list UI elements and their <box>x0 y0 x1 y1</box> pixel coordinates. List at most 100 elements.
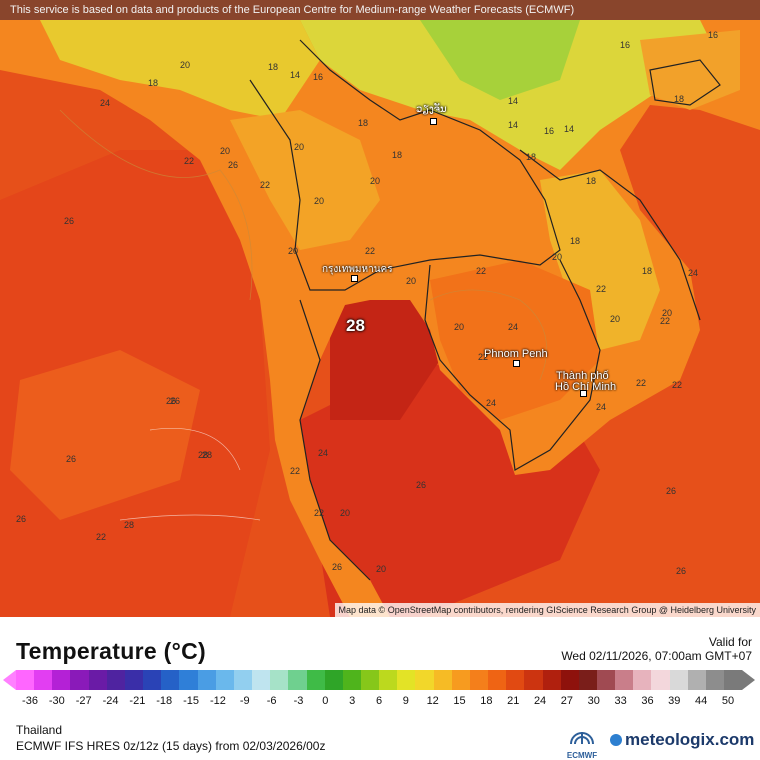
colorbar-swatch <box>270 670 289 690</box>
ecmwf-logo-text: ECMWF <box>566 751 598 760</box>
ecmwf-globe-icon <box>570 732 594 745</box>
colorbar-swatch <box>451 670 470 690</box>
contour-line <box>119 514 261 521</box>
gulf-hot-area <box>330 290 440 420</box>
colorbar-tick-label: 12 <box>426 695 439 707</box>
colorbar-swatch <box>705 670 725 690</box>
contour-label: 24 <box>508 322 519 332</box>
contour-line <box>149 427 241 471</box>
contour-label: 22 <box>478 352 489 362</box>
colorbar-swatch <box>143 670 162 690</box>
colorbar-swatch <box>16 670 35 690</box>
ecmwf-disclaimer: This service is based on data and produc… <box>0 0 760 20</box>
temperature-map[interactable]: 20 18 24 18 16 14 14 16 22 20 18 20 26 2… <box>0 0 760 617</box>
contour-label: 18 <box>586 176 597 186</box>
contour-label: 26 <box>64 216 75 226</box>
contour-line <box>429 289 547 381</box>
contour-label: 24 <box>100 98 111 108</box>
colorbar-tick-label: -24 <box>102 695 119 707</box>
city-marker-phnom-penh[interactable] <box>513 360 520 367</box>
contour-label: 18 <box>570 236 581 246</box>
contour-label: 22 <box>596 284 607 294</box>
colorbar-swatch <box>379 670 398 690</box>
contour-label: 26 <box>332 562 343 572</box>
max-temperature-label: 28 <box>346 316 365 335</box>
colorbar-tick-label: -18 <box>156 695 173 707</box>
north-cool-area <box>40 20 320 120</box>
contour-label: 28 <box>198 450 209 460</box>
city-marker-bangkok[interactable] <box>351 275 358 282</box>
colorbar-swatch <box>34 670 53 690</box>
thailand-border <box>249 39 561 291</box>
ecmwf-logo[interactable]: ECMWF <box>562 728 602 760</box>
contour-label: 20 <box>376 564 387 574</box>
contour-label: 14 <box>508 120 519 130</box>
contour-label: 18 <box>268 62 279 72</box>
contour-label: 22 <box>290 466 301 476</box>
map-canvas <box>0 0 760 617</box>
contour-label: 26 <box>16 514 27 524</box>
contour-line <box>59 109 253 301</box>
contour-label: 16 <box>708 30 719 40</box>
contour-label: 20 <box>662 308 673 318</box>
hainan-coast <box>649 59 721 106</box>
colorbar-swatch <box>161 670 180 690</box>
contour-label: 14 <box>508 96 519 106</box>
contour-label: 20 <box>288 246 299 256</box>
city-label-ho-chi-minh-line2: Hồ Chí Minh <box>555 381 617 393</box>
city-marker-vientiane[interactable] <box>430 118 437 125</box>
colorbar-tick-label: 24 <box>533 695 547 707</box>
contour-label: 28 <box>202 450 213 460</box>
colorbar-swatch <box>397 670 416 690</box>
contour-label: 24 <box>486 398 497 408</box>
vietnam-border <box>519 149 701 321</box>
contour-label: 24 <box>596 402 607 412</box>
colorbar-swatch <box>179 670 198 690</box>
meteologix-brand[interactable]: meteologix.com <box>610 730 754 750</box>
colorbar-tick-label: -30 <box>48 695 65 707</box>
contour-label: 26 <box>166 396 177 406</box>
contour-label: 20 <box>370 176 381 186</box>
colorbar-swatch <box>88 670 107 690</box>
brand-name: meteologix.com <box>625 730 755 749</box>
colorbar-swatch <box>252 670 271 690</box>
central-north-area <box>230 110 380 250</box>
valid-time: Wed 02/11/2026, 07:00am GMT+07 <box>561 649 752 663</box>
contour-label: 20 <box>340 508 351 518</box>
colorbar-tick-label: -21 <box>129 695 146 707</box>
contour-label: 18 <box>642 266 653 276</box>
contour-label: 22 <box>314 508 325 518</box>
colorbar-swatch <box>324 670 343 690</box>
colorbar-swatch <box>597 670 616 690</box>
city-label-vientiane: ວຽງຈັນ <box>416 104 447 115</box>
andaman-cool-area <box>10 350 200 520</box>
colorbar-min-arrow <box>3 670 16 690</box>
city-marker-ho-chi-minh[interactable] <box>580 390 587 397</box>
colorbar-swatch <box>506 670 525 690</box>
colorbar-swatch <box>615 670 634 690</box>
contour-label: 24 <box>318 448 329 458</box>
colorbar-tick-label: -12 <box>209 695 226 707</box>
colorbar-tick-label: 33 <box>614 695 627 707</box>
contour-label: 22 <box>96 532 107 542</box>
colorbar-swatch <box>233 670 253 690</box>
meteologix-logo-icon <box>610 734 622 746</box>
colorbar-swatch <box>578 670 597 690</box>
colorbar-tick-label: -15 <box>183 695 200 707</box>
contour-label: 20 <box>610 314 621 324</box>
colorbar-tick-label: 36 <box>641 695 654 707</box>
contour-label: 14 <box>564 124 575 134</box>
contour-label: 18 <box>526 152 537 162</box>
contour-label: 20 <box>454 322 465 332</box>
colorbar-swatch <box>342 670 361 690</box>
model-info: ECMWF IFS HRES 0z/12z (15 days) from 02/… <box>16 739 326 753</box>
contour-label: 18 <box>148 78 159 88</box>
contour-label: 16 <box>544 126 555 136</box>
contour-label: 16 <box>620 40 631 50</box>
contour-label: 22 <box>184 156 195 166</box>
colorbar-swatch <box>524 670 543 690</box>
contour-label: 22 <box>636 378 647 388</box>
map-attribution[interactable]: Map data © OpenStreetMap contributors, r… <box>334 603 760 617</box>
colorbar-swatch <box>724 670 743 690</box>
valid-for-label: Valid for <box>708 635 752 649</box>
